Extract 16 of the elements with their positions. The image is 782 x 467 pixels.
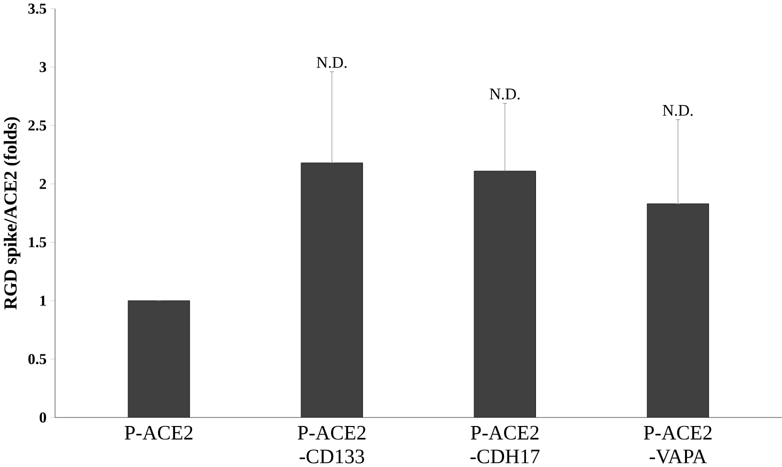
x-tick-label: P-ACE2	[124, 426, 192, 440]
x-tick-label: P-ACE2 -VAPA	[644, 426, 712, 464]
y-tick-label: 1.5	[29, 237, 46, 248]
y-tick-label: 2.5	[28, 120, 46, 131]
annotation: N.D.	[316, 57, 347, 68]
x-tick-label: P-ACE2 -CD133	[298, 426, 366, 464]
y-tick-label: 2	[40, 178, 46, 189]
y-tick-label: 0.5	[28, 354, 46, 364]
y-tick-label: 3.5	[28, 4, 46, 14]
y-tick-label: 3	[40, 62, 46, 72]
y-tick-label: 1	[40, 296, 46, 306]
x-tick-label: P-ACE2 -CDH17	[470, 426, 540, 464]
annotation: N.D.	[490, 88, 520, 100]
y-tick-label: 0	[40, 412, 46, 423]
annotation: N.D.	[662, 105, 693, 116]
y-axis-title: RGD spike/ACE2 (folds)	[4, 117, 20, 310]
